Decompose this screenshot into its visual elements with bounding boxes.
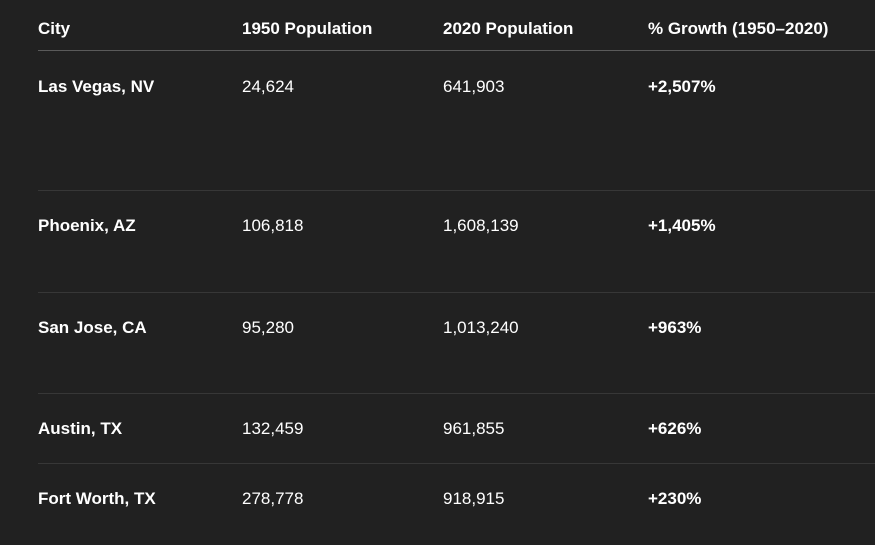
cell-city: Fort Worth, TX: [38, 489, 156, 508]
table-row: Las Vegas, NV 24,624 641,903 +2,507%: [38, 51, 875, 190]
cell-1950-population: 278,778: [242, 489, 304, 508]
cell-growth: +626%: [648, 419, 702, 438]
cell-growth: +230%: [648, 489, 702, 508]
column-header-city: City: [38, 19, 71, 38]
column-header-growth: % Growth (1950–2020): [648, 19, 829, 38]
column-header-2020-population: 2020 Population: [443, 19, 574, 38]
cell-2020-population: 641,903: [443, 77, 505, 96]
column-header-1950-population: 1950 Population: [242, 19, 373, 38]
cell-growth: +2,507%: [648, 77, 716, 96]
cell-city: Austin, TX: [38, 419, 123, 438]
cell-1950-population: 106,818: [242, 216, 304, 235]
table-row: Phoenix, AZ 106,818 1,608,139 +1,405%: [38, 190, 875, 292]
cell-1950-population: 24,624: [242, 77, 294, 96]
cell-growth: +1,405%: [648, 216, 716, 235]
cell-city: Phoenix, AZ: [38, 216, 136, 235]
cell-2020-population: 961,855: [443, 419, 505, 438]
cell-2020-population: 918,915: [443, 489, 505, 508]
cell-city: Las Vegas, NV: [38, 77, 155, 96]
cell-1950-population: 132,459: [242, 419, 304, 438]
cell-growth: +963%: [648, 318, 702, 337]
table-header-row: City 1950 Population 2020 Population % G…: [38, 0, 875, 51]
table-row: Fort Worth, TX 278,778 918,915 +230%: [38, 463, 875, 545]
cell-2020-population: 1,608,139: [443, 216, 519, 235]
cell-city: San Jose, CA: [38, 318, 147, 337]
population-growth-table: City 1950 Population 2020 Population % G…: [38, 0, 875, 545]
table-row: San Jose, CA 95,280 1,013,240 +963%: [38, 292, 875, 393]
table-row: Austin, TX 132,459 961,855 +626%: [38, 393, 875, 463]
cell-2020-population: 1,013,240: [443, 318, 519, 337]
cell-1950-population: 95,280: [242, 318, 294, 337]
